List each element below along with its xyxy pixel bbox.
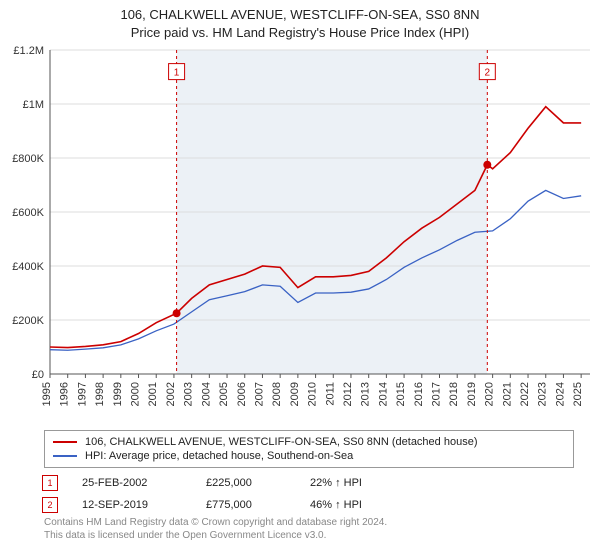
sales-date-1: 25-FEB-2002 [82,477,182,489]
svg-text:2016: 2016 [413,382,425,406]
svg-text:1999: 1999 [112,382,124,406]
svg-text:2005: 2005 [218,382,230,406]
svg-text:1: 1 [174,68,180,79]
svg-text:2023: 2023 [537,382,549,406]
svg-text:2019: 2019 [466,382,478,406]
svg-text:2: 2 [485,68,491,79]
svg-text:1998: 1998 [94,382,106,406]
sales-row-2: 2 12-SEP-2019 £775,000 46% ↑ HPI [42,494,572,516]
svg-text:2009: 2009 [289,382,301,406]
legend-item-property: 106, CHALKWELL AVENUE, WESTCLIFF-ON-SEA,… [53,435,565,449]
svg-text:2013: 2013 [360,382,372,406]
svg-text:£800K: £800K [12,153,44,165]
title-line-2: Price paid vs. HM Land Registry's House … [0,24,600,42]
footer-attribution: Contains HM Land Registry data © Crown c… [44,516,387,542]
legend-label-hpi: HPI: Average price, detached house, Sout… [85,450,353,462]
chart-title-block: 106, CHALKWELL AVENUE, WESTCLIFF-ON-SEA,… [0,0,600,41]
title-line-1: 106, CHALKWELL AVENUE, WESTCLIFF-ON-SEA,… [0,6,600,24]
svg-text:2002: 2002 [165,382,177,406]
svg-text:£400K: £400K [12,261,44,273]
svg-text:£0: £0 [32,369,44,381]
svg-text:£600K: £600K [12,207,44,219]
sales-delta-1: 22% ↑ HPI [310,477,390,489]
svg-text:2001: 2001 [147,382,159,406]
svg-text:2015: 2015 [395,382,407,406]
sales-row-1: 1 25-FEB-2002 £225,000 22% ↑ HPI [42,472,572,494]
svg-text:2020: 2020 [484,382,496,406]
legend-label-property: 106, CHALKWELL AVENUE, WESTCLIFF-ON-SEA,… [85,436,477,448]
svg-text:£1M: £1M [23,99,44,111]
footer-line-2: This data is licensed under the Open Gov… [44,529,387,542]
svg-text:2003: 2003 [183,382,195,406]
chart-area: £0 £200K £400K £600K £800K £1M £1.2M 1995 1996 19… [0,44,600,424]
svg-text:2006: 2006 [236,382,248,406]
svg-text:1996: 1996 [59,382,71,406]
svg-text:2012: 2012 [342,382,354,406]
svg-text:2022: 2022 [519,382,531,406]
svg-text:£1.2M: £1.2M [13,45,44,57]
sales-price-2: £775,000 [206,499,286,511]
sales-date-2: 12-SEP-2019 [82,499,182,511]
svg-text:2000: 2000 [130,382,142,406]
legend-item-hpi: HPI: Average price, detached house, Sout… [53,449,565,463]
svg-text:2014: 2014 [377,382,389,406]
svg-text:1995: 1995 [41,382,53,406]
svg-text:2024: 2024 [554,382,566,406]
svg-text:2008: 2008 [271,382,283,406]
legend-swatch-hpi [53,455,77,457]
legend: 106, CHALKWELL AVENUE, WESTCLIFF-ON-SEA,… [44,430,574,468]
svg-text:2025: 2025 [572,382,584,406]
svg-text:2004: 2004 [200,382,212,406]
svg-text:2017: 2017 [431,382,443,406]
svg-text:1997: 1997 [76,382,88,406]
svg-text:2010: 2010 [307,382,319,406]
svg-text:£200K: £200K [12,315,44,327]
footer-line-1: Contains HM Land Registry data © Crown c… [44,516,387,529]
sales-marker-1: 1 [42,475,58,491]
sales-table: 1 25-FEB-2002 £225,000 22% ↑ HPI 2 12-SE… [42,472,572,516]
sales-price-1: £225,000 [206,477,286,489]
sales-delta-2: 46% ↑ HPI [310,499,390,511]
line-chart-svg: £0 £200K £400K £600K £800K £1M £1.2M 1995 1996 19… [0,44,600,424]
svg-text:2007: 2007 [253,382,265,406]
svg-text:2021: 2021 [501,382,513,406]
svg-text:2011: 2011 [324,382,336,406]
legend-swatch-property [53,441,77,443]
svg-text:2018: 2018 [448,382,460,406]
sales-marker-2: 2 [42,497,58,513]
